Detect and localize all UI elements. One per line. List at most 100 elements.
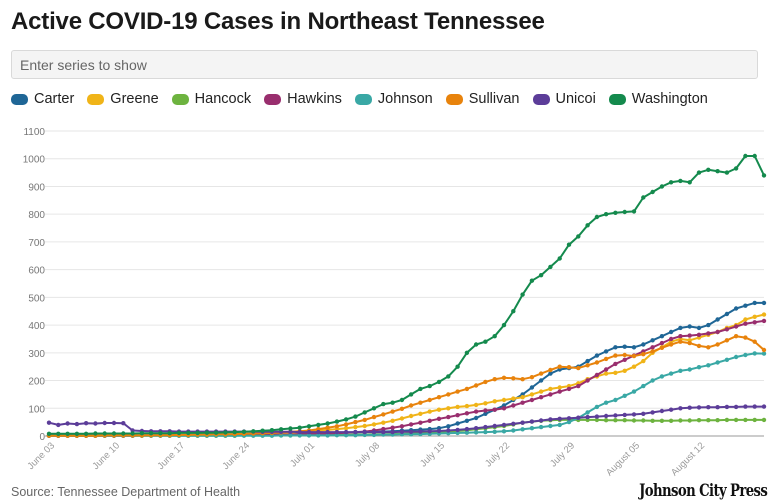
data-point [603,413,609,419]
data-point [538,418,544,423]
data-point [492,407,497,412]
data-point [473,383,479,388]
data-point [668,342,674,347]
data-point [381,429,386,435]
data-point [557,422,562,428]
data-point [678,339,683,344]
legend-item-sullivan[interactable]: Sullivan [445,91,520,107]
data-point [297,433,302,438]
data-point [46,431,52,436]
data-point [650,345,655,350]
data-point [631,412,637,417]
data-point [520,377,525,382]
data-point [585,410,590,415]
legend-swatch [87,93,105,105]
data-point [603,212,609,217]
data-point [548,392,553,397]
data-point [130,431,135,436]
data-point [613,413,618,418]
data-point [436,416,442,421]
data-point [622,412,627,418]
data-point [548,423,553,429]
data-point [706,418,711,423]
data-point [603,371,609,376]
series-line [49,313,765,437]
data-point [390,425,395,430]
legend-item-johnson[interactable]: Johnson [354,91,433,107]
series-search-input[interactable] [11,50,758,79]
data-point [706,322,711,328]
data-point [65,421,70,426]
y-tick-label: 200 [28,377,45,388]
data-point [436,379,442,385]
data-point [362,410,367,415]
data-point [622,209,627,215]
legend-item-unicoi[interactable]: Unicoi [532,91,596,107]
data-point [650,410,655,415]
data-point [585,363,590,368]
data-point [520,420,525,425]
data-point [399,406,405,411]
data-point [696,170,702,175]
data-point [761,347,767,353]
data-point [594,372,600,378]
data-point [343,433,349,438]
data-point [455,421,460,426]
data-point [706,405,711,410]
data-point [148,431,154,436]
data-point [278,427,284,432]
data-point [446,428,451,433]
data-point [622,344,627,349]
data-point [436,395,442,400]
data-point [427,418,432,423]
data-point [659,340,665,346]
data-point [622,357,627,362]
data-point [46,420,52,425]
data-point [687,180,692,185]
data-point [724,327,730,332]
data-point [399,429,405,434]
data-point [343,429,349,435]
data-point [334,433,340,438]
x-tick-label: July 08 [353,440,382,469]
legend-item-carter[interactable]: Carter [11,91,74,107]
data-point [687,340,692,346]
data-point [678,368,683,373]
legend-swatch [171,93,189,105]
data-point [139,431,145,436]
legend-swatch [532,93,550,105]
data-point [743,321,748,326]
data-point [325,433,330,438]
data-point [603,356,609,362]
data-point [83,421,89,426]
data-point [696,332,702,337]
data-point [650,378,655,383]
source-note: Source: Tennessee Department of Health [11,485,241,499]
legend-swatch [264,93,282,105]
data-point [427,409,432,414]
legend-item-greene[interactable]: Greene [87,91,159,107]
data-point [483,401,488,406]
series-line [49,155,765,435]
data-point [511,376,516,381]
data-point [678,334,683,339]
data-point [353,429,358,435]
legend-item-washington[interactable]: Washington [608,91,708,107]
legend-label: Johnson [377,91,433,107]
data-point [706,363,711,368]
x-tick-label: July 15 [418,440,447,469]
data-point [678,178,683,184]
data-point [678,325,683,331]
data-point [752,404,757,409]
legend-item-hancock[interactable]: Hancock [171,91,251,107]
data-point [408,429,414,434]
data-point [752,417,757,423]
legend-item-hawkins[interactable]: Hawkins [264,91,342,107]
data-point [715,405,720,410]
data-point [158,431,163,436]
data-point [641,418,646,423]
data-point [167,431,172,436]
legend-swatch [11,93,28,105]
data-point [334,424,340,429]
data-point [297,429,302,435]
